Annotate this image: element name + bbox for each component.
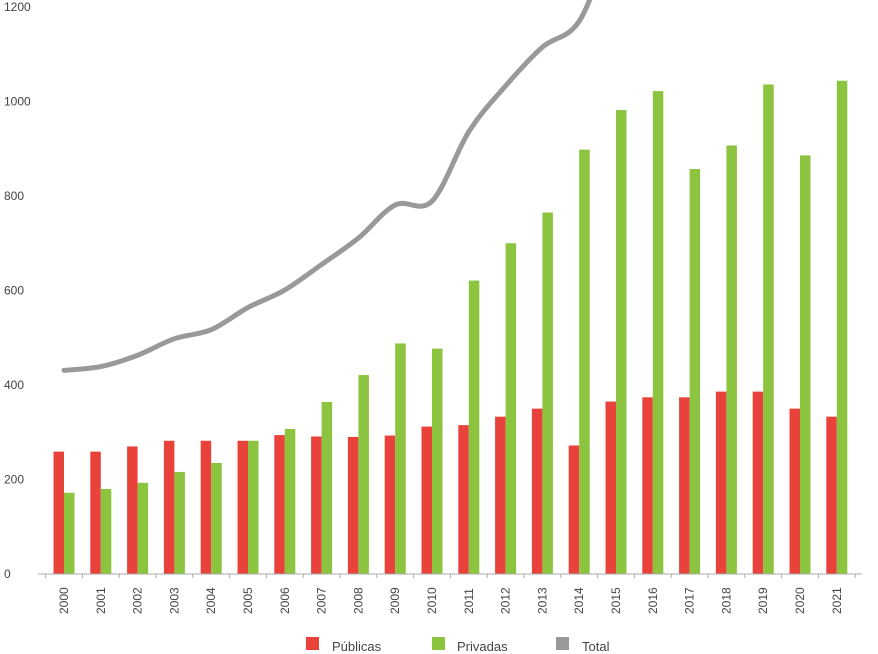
bar-publicas-2003	[163, 440, 175, 574]
total-line	[61, 0, 593, 373]
bar-publicas-2021	[826, 416, 837, 574]
bar-publicas-2014	[568, 445, 580, 574]
bar-publicas-2018	[715, 391, 727, 574]
bars	[53, 80, 848, 575]
x-tick-label-2017: 2017	[683, 587, 697, 614]
bar-privadas-2014	[579, 149, 590, 574]
x-tick-label-2001: 2001	[94, 587, 108, 614]
bar-privadas-2008	[358, 375, 369, 574]
bar-publicas-2011	[458, 425, 469, 574]
bar-publicas-2015	[605, 401, 616, 574]
legend-item-total: Total	[556, 637, 610, 654]
y-axis-labels: 0 200 400 600 800 1000 1200	[4, 0, 31, 581]
bar-publicas-2009	[384, 435, 396, 574]
x-tick-label-2016: 2016	[646, 587, 660, 614]
x-tick-label-2021: 2021	[830, 587, 844, 614]
bar-privadas-2015	[616, 110, 627, 574]
bar-publicas-2020	[789, 408, 800, 575]
x-tick-label-2015: 2015	[609, 587, 623, 614]
bar-publicas-2005	[237, 440, 248, 574]
bar-privadas-2018	[726, 145, 737, 574]
bar-publicas-2016	[642, 397, 653, 574]
legend-item-privadas: Privadas	[432, 637, 508, 654]
bar-privadas-2010	[432, 348, 443, 574]
bar-privadas-2000	[64, 492, 75, 574]
legend-item-publicas: Públicas	[306, 637, 382, 654]
y-tick-label-0: 0	[4, 567, 11, 581]
x-tick-label-2003: 2003	[167, 587, 181, 614]
bar-publicas-2000	[53, 451, 64, 574]
bar-publicas-2002	[127, 446, 138, 574]
legend-swatch-publicas	[306, 637, 319, 650]
y-tick-label-800: 800	[4, 189, 24, 203]
x-tick-label-2008: 2008	[351, 587, 365, 614]
x-tick-label-2020: 2020	[793, 587, 807, 614]
bar-privadas-2002	[137, 482, 149, 574]
bar-privadas-2019	[763, 84, 774, 575]
bar-publicas-2012	[495, 416, 506, 574]
x-tick-label-2006: 2006	[278, 587, 292, 614]
legend-label-privadas: Privadas	[457, 639, 508, 654]
x-tick-label-2019: 2019	[756, 587, 770, 614]
legend: Públicas Privadas Total	[306, 637, 610, 654]
total-line-path	[61, 0, 593, 373]
bar-privadas-2005	[248, 440, 259, 574]
x-axis-labels: 2000 2001 2002 2003 2004 2005 2006 2007 2008 2009…	[57, 587, 844, 614]
legend-label-publicas: Públicas	[332, 639, 382, 654]
y-tick-label-600: 600	[4, 284, 24, 298]
bar-privadas-2011	[468, 280, 480, 574]
y-tick-label-1000: 1000	[4, 95, 31, 109]
bar-privadas-2016	[652, 91, 664, 575]
x-tick-label-2002: 2002	[131, 587, 145, 614]
x-tick-label-2009: 2009	[388, 587, 402, 614]
bar-privadas-2003	[174, 471, 185, 574]
x-tick-label-2007: 2007	[315, 587, 329, 614]
bar-publicas-2001	[90, 451, 101, 574]
x-axis-ticks	[45, 574, 856, 578]
y-tick-label-200: 200	[4, 473, 24, 487]
x-tick-label-2004: 2004	[204, 587, 218, 614]
legend-label-total: Total	[582, 639, 610, 654]
bar-privadas-2012	[505, 243, 517, 574]
x-tick-label-2014: 2014	[572, 587, 586, 614]
y-tick-label-400: 400	[4, 378, 24, 392]
bar-publicas-2010	[421, 426, 432, 574]
bar-publicas-2004	[200, 440, 212, 574]
bar-privadas-2001	[100, 488, 112, 574]
bar-privadas-2007	[321, 402, 333, 574]
x-tick-label-2011: 2011	[462, 588, 476, 614]
bar-publicas-2013	[531, 408, 543, 575]
x-tick-label-2010: 2010	[425, 587, 439, 614]
bar-publicas-2019	[752, 391, 764, 574]
x-tick-label-2005: 2005	[241, 587, 255, 614]
bar-publicas-2006	[274, 435, 285, 574]
bar-privadas-2021	[836, 80, 848, 575]
bar-privadas-2017	[689, 169, 701, 574]
x-tick-label-2012: 2012	[499, 587, 513, 614]
bar-privadas-2004	[211, 462, 222, 574]
x-tick-label-2018: 2018	[719, 587, 733, 614]
bar-privadas-2009	[395, 343, 406, 574]
bar-publicas-2017	[679, 397, 690, 574]
bar-publicas-2007	[311, 436, 322, 574]
bar-privadas-2013	[542, 212, 553, 575]
bar-publicas-2008	[347, 436, 359, 574]
x-tick-label-2000: 2000	[57, 587, 71, 614]
legend-swatch-privadas	[432, 637, 445, 650]
bar-privadas-2006	[284, 428, 296, 574]
bar-privadas-2020	[800, 155, 811, 574]
legend-swatch-total	[556, 637, 569, 650]
y-tick-label-1200: 1200	[4, 0, 31, 14]
x-tick-label-2013: 2013	[535, 587, 549, 614]
